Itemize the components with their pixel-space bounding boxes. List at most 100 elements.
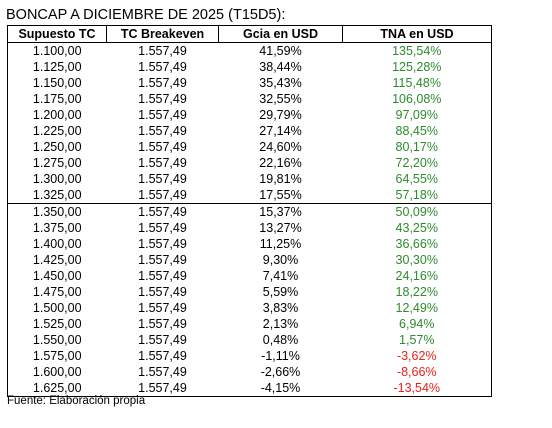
cell-tc-breakeven: 1.557,49 (138, 60, 187, 74)
header-supuesto-tc: Supuesto TC (7, 25, 107, 43)
boncap-scenario-table: Supuesto TC TC Breakeven Gcia en USD TNA… (7, 25, 492, 397)
cell-tna-usd: 135,54% (342, 42, 492, 59)
cell-supuesto-tc: 1.450,00 (7, 268, 107, 284)
cell-gcia-usd: -2,66% (260, 365, 301, 379)
cell-gcia-usd: 22,16% (259, 156, 302, 170)
cell-gcia-usd: 24,60% (259, 140, 302, 154)
cell-supuesto-tc: 1.400,00 (7, 236, 107, 252)
cell-supuesto-tc: 1.600,00 (7, 364, 107, 380)
cell-tc-breakeven: 1.557,49 (106, 203, 219, 220)
cell-gcia-usd: 3,83% (262, 301, 299, 315)
cell-gcia-usd: 5,59% (262, 285, 299, 299)
header-gcia-usd: Gcia en USD (218, 25, 343, 43)
source-note: Fuente: Elaboración propia (7, 395, 146, 407)
cell-tna-usd: 1,57% (342, 332, 492, 348)
cell-supuesto-tc: 1.200,00 (7, 107, 107, 123)
table-row: 1.350,00 1.557,49 15,37% 50,09% (7, 203, 492, 220)
cell-gcia-usd: 15,37% (218, 203, 343, 220)
cell-tc-breakeven: 1.557,49 (138, 124, 187, 138)
cell-tna-usd: 72,20% (342, 155, 492, 171)
cell-tc-breakeven: 1.557,49 (138, 317, 187, 331)
cell-gcia-usd: 7,41% (262, 269, 299, 283)
cell-supuesto-tc: 1.175,00 (7, 91, 107, 107)
cell-supuesto-tc: 1.150,00 (7, 75, 107, 91)
header-tc-breakeven: TC Breakeven (106, 25, 219, 43)
cell-tc-breakeven: 1.557,49 (138, 92, 187, 106)
table-row: 1.525,00 1.557,49 2,13% 6,94% (7, 316, 492, 332)
cell-gcia-usd: 13,27% (259, 221, 302, 235)
table-row: 1.575,00 1.557,49 -1,11% -3,62% (7, 348, 492, 364)
cell-gcia-usd: 41,59% (259, 44, 302, 58)
cell-tna-usd: 18,22% (342, 284, 492, 300)
cell-supuesto-tc: 1.575,00 (7, 348, 107, 364)
cell-supuesto-tc: 1.625,00 (7, 380, 107, 397)
cell-supuesto-tc: 1.350,00 (7, 203, 107, 220)
cell-tna-usd: 97,09% (342, 107, 492, 123)
table-row: 1.125,00 1.557,49 38,44% 125,28% (7, 59, 492, 75)
cell-tna-usd: 106,08% (342, 91, 492, 107)
cell-gcia-usd: 9,30% (262, 253, 299, 267)
table-row: 1.600,00 1.557,49 -2,66% -8,66% (7, 364, 492, 380)
cell-gcia-usd: 0,48% (262, 333, 299, 347)
table-title: BONCAP A DICIEMBRE DE 2025 (T15D5): (6, 7, 286, 23)
cell-supuesto-tc: 1.100,00 (7, 42, 107, 59)
cell-tna-usd: 57,18% (342, 187, 492, 204)
table-row: 1.225,00 1.557,49 27,14% 88,45% (7, 123, 492, 139)
cell-tna-usd: 50,09% (342, 203, 492, 220)
cell-supuesto-tc: 1.225,00 (7, 123, 107, 139)
table-row: 1.325,00 1.557,49 17,55% 57,18% (7, 187, 492, 204)
cell-tc-breakeven: 1.557,49 (138, 221, 187, 235)
cell-tna-usd: 24,16% (342, 268, 492, 284)
cell-gcia-usd: 2,13% (262, 317, 299, 331)
table-row: 1.400,00 1.557,49 11,25% 36,66% (7, 236, 492, 252)
table-row: 1.550,00 1.557,49 0,48% 1,57% (7, 332, 492, 348)
cell-tna-usd: 6,94% (342, 316, 492, 332)
table-row: 1.175,00 1.557,49 32,55% 106,08% (7, 91, 492, 107)
cell-gcia-usd: 35,43% (259, 76, 302, 90)
cell-tna-usd: -8,66% (342, 364, 492, 380)
cell-tna-usd: 64,55% (342, 171, 492, 187)
cell-supuesto-tc: 1.425,00 (7, 252, 107, 268)
cell-tc-breakeven: 1.557,49 (138, 285, 187, 299)
cell-tna-usd: -13,54% (342, 380, 492, 397)
table-row: 1.450,00 1.557,49 7,41% 24,16% (7, 268, 492, 284)
cell-tna-usd: 12,49% (342, 300, 492, 316)
table-row: 1.100,00 1.557,49 41,59% 135,54% (7, 42, 492, 59)
cell-tna-usd: -3,62% (342, 348, 492, 364)
table-row: 1.150,00 1.557,49 35,43% 115,48% (7, 75, 492, 91)
cell-tna-usd: 30,30% (342, 252, 492, 268)
cell-gcia-usd: 32,55% (259, 92, 302, 106)
table-row: 1.200,00 1.557,49 29,79% 97,09% (7, 107, 492, 123)
table-row: 1.375,00 1.557,49 13,27% 43,25% (7, 220, 492, 236)
cell-gcia-usd: 19,81% (259, 172, 302, 186)
header-row: Supuesto TC TC Breakeven Gcia en USD TNA… (7, 25, 492, 43)
cell-gcia-usd: 17,55% (259, 188, 302, 202)
cell-tc-breakeven: 1.557,49 (106, 380, 219, 397)
table-row: 1.475,00 1.557,49 5,59% 18,22% (7, 284, 492, 300)
cell-supuesto-tc: 1.125,00 (7, 59, 107, 75)
cell-gcia-usd: 11,25% (259, 237, 302, 251)
cell-supuesto-tc: 1.325,00 (7, 187, 107, 204)
cell-gcia-usd: -1,11% (261, 349, 300, 363)
cell-supuesto-tc: 1.550,00 (7, 332, 107, 348)
table-body: 1.100,00 1.557,49 41,59% 135,54% 1.125,00 1.5… (7, 42, 492, 397)
table-row: 1.500,00 1.557,49 3,83% 12,49% (7, 300, 492, 316)
cell-tc-breakeven: 1.557,49 (138, 301, 187, 315)
cell-tc-breakeven: 1.557,49 (138, 44, 187, 58)
cell-gcia-usd: -4,15% (218, 380, 343, 397)
cell-supuesto-tc: 1.475,00 (7, 284, 107, 300)
table-row: 1.275,00 1.557,49 22,16% 72,20% (7, 155, 492, 171)
cell-tc-breakeven: 1.557,49 (138, 156, 187, 170)
cell-supuesto-tc: 1.300,00 (7, 171, 107, 187)
cell-tna-usd: 125,28% (342, 59, 492, 75)
cell-tc-breakeven: 1.557,49 (138, 253, 187, 267)
table-row: 1.250,00 1.557,49 24,60% 80,17% (7, 139, 492, 155)
header-tna-usd: TNA en USD (342, 25, 492, 43)
cell-supuesto-tc: 1.525,00 (7, 316, 107, 332)
cell-tna-usd: 43,25% (342, 220, 492, 236)
table-row: 1.625,00 1.557,49 -4,15% -13,54% (7, 380, 492, 397)
cell-tna-usd: 80,17% (342, 139, 492, 155)
table-row: 1.300,00 1.557,49 19,81% 64,55% (7, 171, 492, 187)
table-row: 1.425,00 1.557,49 9,30% 30,30% (7, 252, 492, 268)
cell-tc-breakeven: 1.557,49 (138, 76, 187, 90)
